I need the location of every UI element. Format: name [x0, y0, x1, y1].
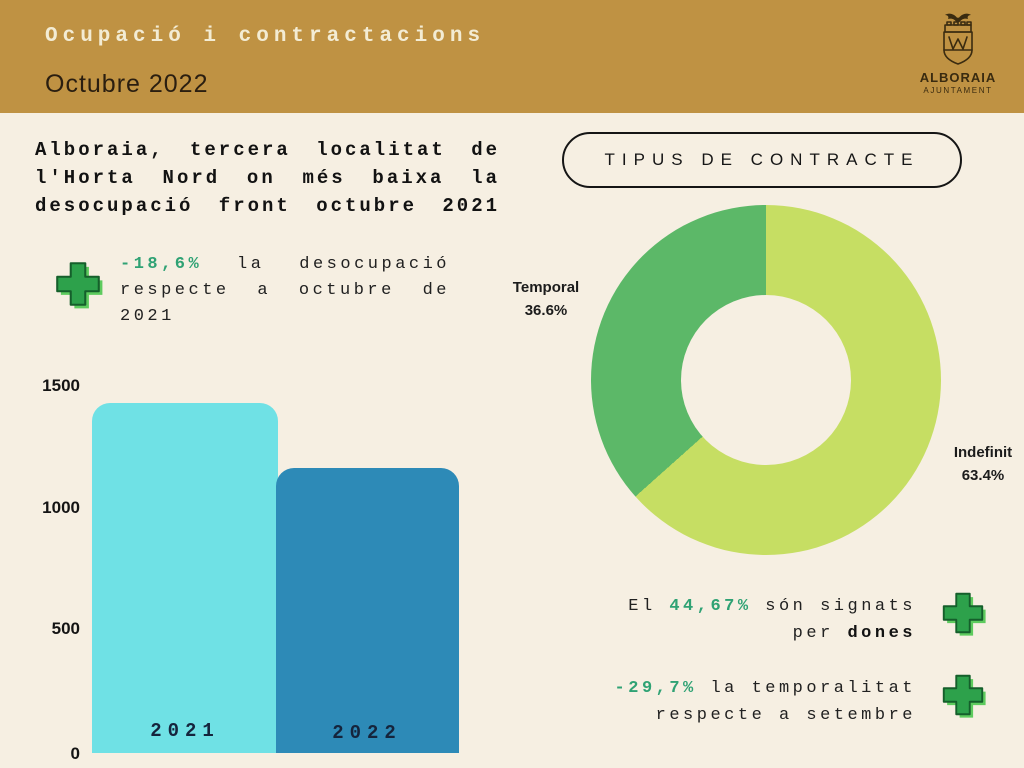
stat-dones-value: 44,67% — [669, 597, 752, 616]
plus-icon — [938, 670, 988, 725]
stat-temporalitat-line-2: respecte a setembre — [655, 706, 916, 725]
page-subtitle: Octubre 2022 — [45, 70, 209, 98]
donut-label-indefinit-name: Indefinit — [953, 444, 1013, 461]
stat-desocupacio-line-3: 2021 — [120, 307, 175, 326]
coat-of-arms-icon — [918, 6, 998, 68]
bar-2022 — [276, 468, 459, 753]
stat-temporalitat-value: -29,7% — [614, 679, 697, 698]
headline: Alboraia, tercera localitat de l'Horta N… — [35, 136, 500, 220]
page-title: Ocupació i contractacions — [45, 25, 486, 48]
header-bar: Ocupació i contractacions Octubre 2022 — [0, 0, 1024, 113]
y-axis-tick-1000: 1000 — [42, 498, 80, 517]
stat-temporalitat: -29,7% la temporalitat respecte a setemb… — [560, 675, 916, 729]
ajuntament-logo: ALBORAIA AJUNTAMENT — [918, 6, 998, 95]
stat-temporalitat-line-1: -29,7% la temporalitat — [614, 679, 916, 698]
stat-desocupacio: -18,6% la desocupació respecte a octubre… — [120, 252, 450, 330]
donut-label-temporal-pct: 36.6% — [524, 302, 568, 319]
stat-desocupacio-line-1: -18,6% la desocupació — [120, 255, 450, 274]
bar-label-2022: 2022 — [332, 722, 402, 744]
donut-label-indefinit-pct: 63.4% — [961, 467, 1005, 484]
headline-line-2: l'Horta Nord on més baixa la — [35, 167, 500, 189]
headline-line-1: Alboraia, tercera localitat de — [35, 139, 500, 161]
plus-icon — [51, 257, 105, 316]
stat-desocupacio-line-2: respecte a octubre de — [120, 281, 450, 300]
donut-label-temporal-name: Temporal — [512, 279, 580, 296]
y-axis-tick-500: 500 — [51, 619, 80, 638]
headline-line-3: desocupació front octubre 2021 — [35, 195, 500, 217]
stat-dones: El 44,67% són signats per dones — [560, 593, 916, 647]
logo-subname: AJUNTAMENT — [923, 86, 993, 95]
stat-dones-line-2: per dones — [792, 624, 916, 643]
donut-hole — [681, 295, 851, 465]
plus-icon — [938, 588, 988, 643]
stat-desocupacio-value: -18,6% — [120, 255, 203, 274]
donut-label-indefinit: Indefinit 63.4% — [942, 441, 1024, 487]
logo-name: ALBORAIA — [919, 70, 997, 85]
stat-dones-line-1: El 44,67% són signats — [628, 597, 916, 616]
bar-label-2021: 2021 — [150, 720, 220, 742]
section-title-pill: TIPUS DE CONTRACTE — [562, 132, 962, 188]
donut-label-temporal: Temporal 36.6% — [500, 276, 592, 322]
y-axis-tick-1500: 1500 — [42, 376, 80, 395]
y-axis-tick-0: 0 — [70, 744, 80, 763]
bar-2021 — [92, 403, 278, 753]
